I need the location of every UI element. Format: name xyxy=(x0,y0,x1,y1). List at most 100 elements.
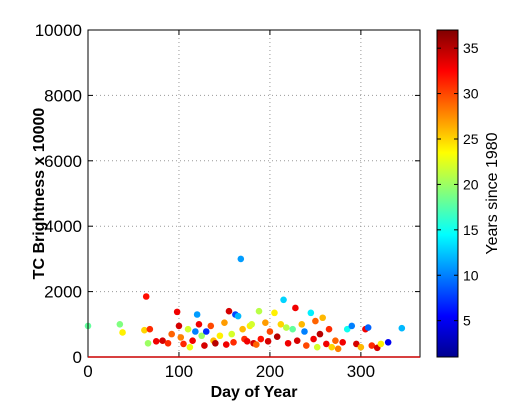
data-point xyxy=(328,343,336,351)
data-point xyxy=(368,342,376,349)
colorbar-tick-label: 35 xyxy=(463,40,479,56)
colorbar-tick-label: 5 xyxy=(463,313,471,329)
data-point xyxy=(255,307,263,315)
points xyxy=(84,255,406,353)
data-point xyxy=(192,328,199,335)
data-point xyxy=(323,340,330,348)
y-tick-label: 0 xyxy=(73,348,82,367)
data-point xyxy=(339,338,346,346)
data-point xyxy=(312,317,319,325)
data-point xyxy=(221,319,228,326)
data-point xyxy=(141,326,148,334)
data-point xyxy=(298,321,306,328)
data-point xyxy=(180,340,187,348)
data-point xyxy=(116,321,124,328)
data-point xyxy=(303,342,310,349)
data-point xyxy=(207,322,215,330)
y-axis-label: TC Brightness x 10000 xyxy=(31,108,48,280)
data-point xyxy=(292,304,299,312)
data-point xyxy=(357,343,365,351)
data-point xyxy=(264,338,272,345)
data-point xyxy=(252,341,260,348)
x-tick-label: 300 xyxy=(347,362,375,381)
data-point xyxy=(222,341,230,348)
data-point xyxy=(280,296,287,304)
data-point xyxy=(177,334,185,341)
data-point xyxy=(284,339,292,347)
data-point xyxy=(184,325,192,333)
data-point xyxy=(325,325,333,333)
data-point xyxy=(348,322,356,330)
y-tick-label: 4000 xyxy=(44,217,82,236)
y-tick-label: 6000 xyxy=(44,152,82,171)
data-point xyxy=(257,335,265,343)
data-point xyxy=(282,324,290,331)
colorbar-tick-label: 20 xyxy=(463,176,479,192)
data-point xyxy=(159,337,166,344)
data-point xyxy=(273,333,281,341)
colorbar-tick-label: 30 xyxy=(463,86,479,102)
data-point xyxy=(216,332,224,340)
data-point xyxy=(212,339,219,347)
data-point xyxy=(277,321,285,328)
colorbar-ticks: 5 10 15 20 25 30 35 xyxy=(437,40,479,329)
data-point xyxy=(364,324,372,331)
data-point xyxy=(289,325,296,333)
data-point xyxy=(225,307,233,315)
data-point xyxy=(195,321,203,328)
colorbar-tick-label: 10 xyxy=(463,267,479,283)
data-point xyxy=(266,328,274,335)
data-point xyxy=(234,312,242,320)
colorbar-label: Years since 1980 xyxy=(484,132,501,254)
data-point xyxy=(398,324,406,332)
data-point xyxy=(384,338,392,346)
data-point xyxy=(310,335,317,343)
y-axis: 0 2000 4000 6000 8000 10000 xyxy=(35,21,420,367)
data-point xyxy=(230,338,237,346)
plot-frame xyxy=(87,29,421,358)
data-point xyxy=(262,319,269,326)
data-point xyxy=(173,308,181,316)
data-point xyxy=(175,322,183,330)
data-point xyxy=(146,325,154,333)
data-point xyxy=(189,337,196,344)
data-point xyxy=(164,339,172,347)
data-point xyxy=(332,337,339,344)
data-point xyxy=(319,314,326,322)
data-point xyxy=(237,255,245,263)
data-point xyxy=(186,343,194,351)
x-tick-label: 200 xyxy=(256,362,284,381)
data-point xyxy=(198,332,205,340)
x-axis: 0 100 200 300 xyxy=(83,30,375,381)
colorbar xyxy=(436,29,459,358)
y-tick-label: 8000 xyxy=(44,86,82,105)
data-point xyxy=(301,328,308,335)
data-point xyxy=(313,343,321,351)
data-point xyxy=(316,330,324,338)
data-point xyxy=(307,309,315,317)
data-point xyxy=(228,330,236,338)
data-point xyxy=(377,340,385,348)
data-point xyxy=(119,329,126,336)
y-tick-label: 2000 xyxy=(44,283,82,302)
colorbar-tick-label: 15 xyxy=(463,222,479,238)
x-tick-label: 0 xyxy=(83,362,92,381)
data-point xyxy=(144,339,152,347)
data-point xyxy=(142,293,150,300)
data-point xyxy=(201,342,208,349)
data-point xyxy=(293,337,301,344)
y-tick-label: 10000 xyxy=(35,21,82,40)
x-axis-label: Day of Year xyxy=(211,384,298,401)
data-point xyxy=(168,330,175,338)
data-point xyxy=(202,328,210,335)
x-tick-label: 100 xyxy=(165,362,193,381)
data-point xyxy=(239,325,246,333)
data-point xyxy=(193,311,201,318)
data-point xyxy=(343,325,351,333)
data-point xyxy=(152,338,160,345)
grid xyxy=(88,30,420,357)
data-point xyxy=(334,345,342,353)
colorbar-tick-label: 25 xyxy=(463,131,479,147)
data-point xyxy=(353,340,360,348)
